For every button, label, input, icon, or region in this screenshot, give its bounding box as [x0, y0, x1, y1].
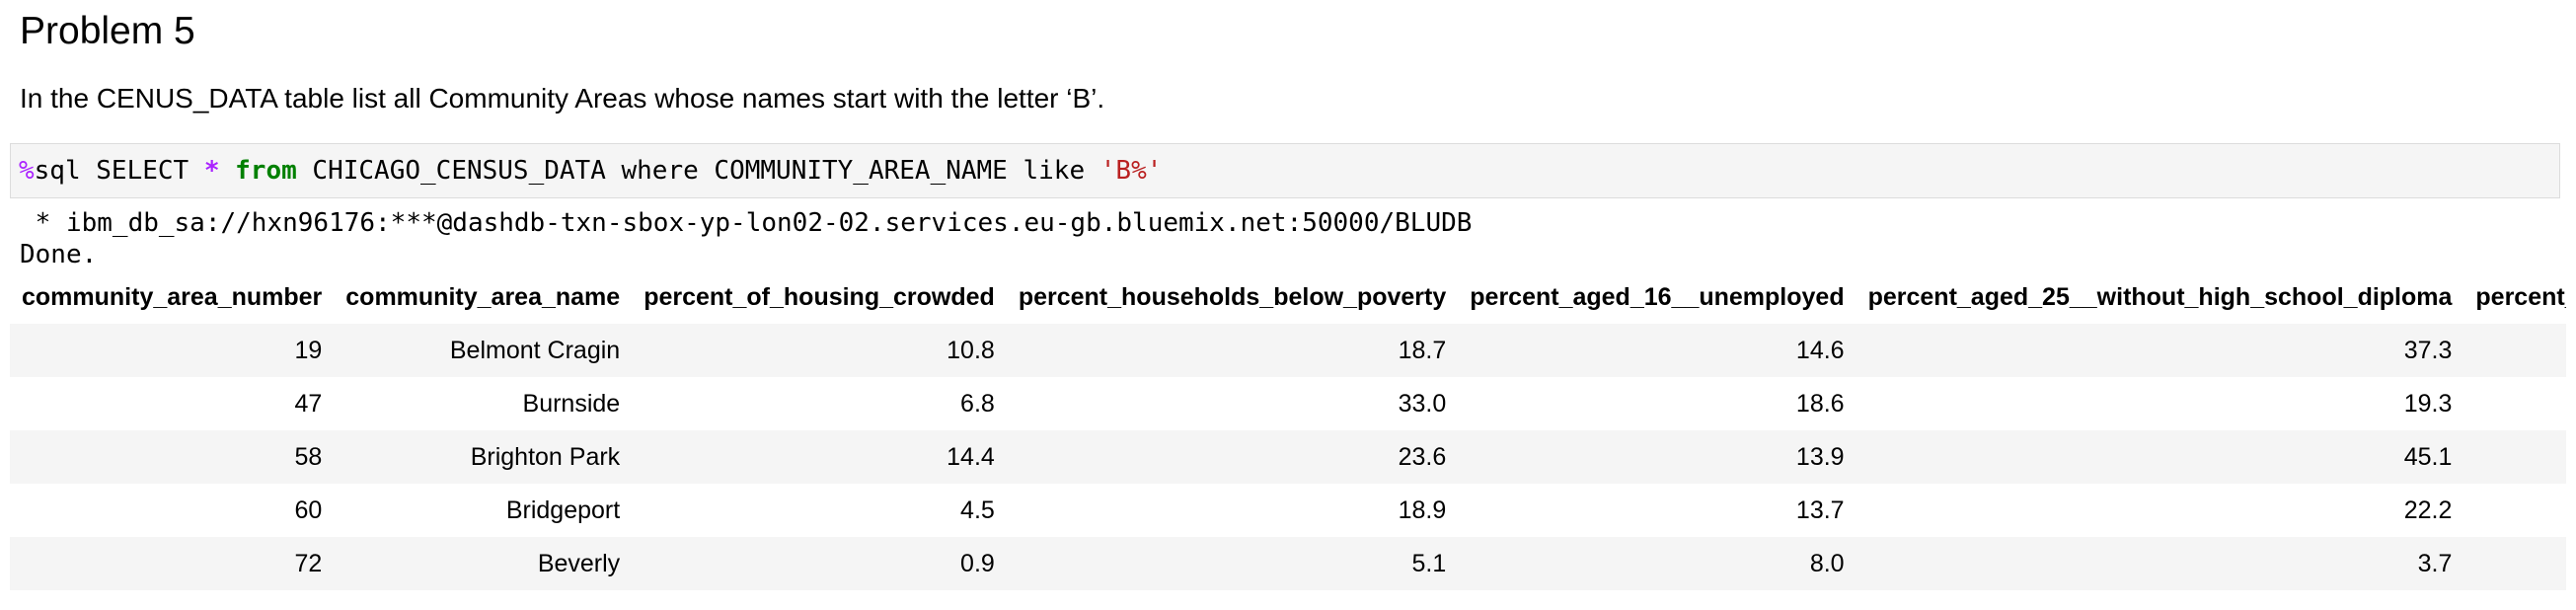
table-cell: Burnside — [522, 389, 621, 418]
table-cell: 45.1 — [2403, 442, 2453, 471]
table-cell: Beverly — [537, 549, 621, 577]
table-cell: 18.7 — [1398, 336, 1447, 364]
table-row: 47 Burnside 6.8 33.0 18.6 19.3 — [10, 377, 2566, 430]
table-cell: 5.1 — [1411, 549, 1447, 577]
table-cell: 18.6 — [1795, 389, 1845, 418]
code-magic-token: % — [19, 156, 35, 186]
table-cell — [2463, 484, 2566, 537]
table-cell: Bridgeport — [505, 496, 621, 524]
connection-string: * ibm_db_sa://hxn96176:***@dashdb-txn-sb… — [20, 208, 1473, 238]
table-row: 19 Belmont Cragin 10.8 18.7 14.6 37.3 — [10, 324, 2566, 377]
column-header: percent_of_housing_crowded — [644, 282, 995, 311]
table-cell: Brighton Park — [470, 442, 621, 471]
table-cell: 33.0 — [1398, 389, 1447, 418]
table-cell: 8.0 — [1809, 549, 1845, 577]
code-text-segment: sql SELECT — [34, 156, 204, 186]
table-cell: 6.8 — [960, 389, 995, 418]
table-cell: 58 — [294, 442, 323, 471]
table-cell — [2463, 537, 2566, 590]
table-cell — [2463, 430, 2566, 484]
table-cell: 47 — [294, 389, 323, 418]
table-cell: 19 — [294, 336, 323, 364]
table-cell: 14.6 — [1795, 336, 1845, 364]
table-header-row: community_area_number community_area_nam… — [10, 270, 2566, 324]
table-cell: 14.4 — [947, 442, 995, 471]
result-table: community_area_number community_area_nam… — [10, 270, 2566, 590]
table-row: 72 Beverly 0.9 5.1 8.0 3.7 — [10, 537, 2566, 590]
code-keyword-from: from — [235, 156, 297, 186]
table-cell: 19.3 — [2403, 389, 2453, 418]
table-cell: 72 — [294, 549, 323, 577]
code-star-operator: * — [203, 156, 220, 186]
table-cell — [2463, 377, 2566, 430]
table-cell: 13.9 — [1795, 442, 1845, 471]
table-cell — [2463, 324, 2566, 377]
table-cell: 23.6 — [1398, 442, 1447, 471]
table-row: 60 Bridgeport 4.5 18.9 13.7 22.2 — [10, 484, 2566, 537]
cell-output: * ibm_db_sa://hxn96176:***@dashdb-txn-sb… — [20, 207, 1472, 270]
code-text-segment — [220, 156, 236, 186]
code-string-literal: 'B%' — [1099, 156, 1163, 186]
table-cell: 0.9 — [960, 549, 995, 577]
code-text-segment: CHICAGO_CENSUS_DATA where COMMUNITY_AREA… — [296, 156, 1100, 186]
result-table-container[interactable]: community_area_number community_area_nam… — [10, 270, 2566, 590]
column-header: community_area_number — [22, 282, 323, 311]
problem-heading: Problem 5 — [20, 10, 195, 52]
table-cell: 37.3 — [2403, 336, 2453, 364]
table-cell: 4.5 — [960, 496, 995, 524]
instruction-text: In the CENUS_DATA table list all Communi… — [20, 83, 1105, 114]
table-cell: 18.9 — [1398, 496, 1447, 524]
table-row: 58 Brighton Park 14.4 23.6 13.9 45.1 — [10, 430, 2566, 484]
table-cell: 3.7 — [2417, 549, 2453, 577]
column-header: community_area_name — [345, 282, 621, 311]
table-cell: 22.2 — [2403, 496, 2453, 524]
table-cell: 10.8 — [947, 336, 995, 364]
column-header: percent_aged_25__without_high_school_dip… — [1867, 282, 2453, 311]
table-cell: Belmont Cragin — [449, 336, 621, 364]
code-cell-input[interactable]: %sql SELECT * from CHICAGO_CENSUS_DATA w… — [10, 143, 2560, 198]
table-cell: 60 — [294, 496, 323, 524]
column-header: percent_ag — [2475, 282, 2566, 311]
column-header: percent_aged_16__unemployed — [1470, 282, 1845, 311]
table-cell: 13.7 — [1795, 496, 1845, 524]
status-text: Done. — [20, 240, 98, 269]
column-header: percent_households_below_poverty — [1018, 282, 1447, 311]
